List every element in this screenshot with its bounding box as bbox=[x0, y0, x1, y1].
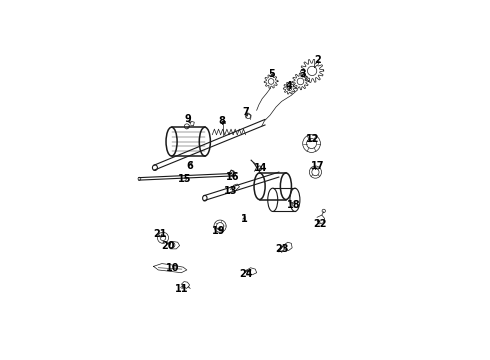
Text: 21: 21 bbox=[153, 229, 167, 239]
Text: 22: 22 bbox=[313, 219, 327, 229]
Text: 4: 4 bbox=[285, 81, 292, 91]
Text: 8: 8 bbox=[219, 116, 225, 126]
Text: 11: 11 bbox=[174, 284, 188, 294]
Text: 3: 3 bbox=[299, 69, 306, 79]
Text: 24: 24 bbox=[240, 269, 253, 279]
Text: 17: 17 bbox=[311, 161, 324, 171]
Text: 19: 19 bbox=[212, 226, 225, 236]
Text: 16: 16 bbox=[225, 172, 239, 182]
Text: 5: 5 bbox=[269, 69, 275, 79]
Text: 23: 23 bbox=[275, 244, 289, 254]
Text: 7: 7 bbox=[242, 108, 249, 117]
Text: 14: 14 bbox=[254, 163, 268, 174]
Text: 6: 6 bbox=[187, 161, 194, 171]
Text: 15: 15 bbox=[178, 174, 192, 184]
Text: 2: 2 bbox=[314, 55, 321, 68]
Text: 10: 10 bbox=[166, 263, 180, 273]
Text: 13: 13 bbox=[224, 186, 238, 196]
Text: 9: 9 bbox=[185, 114, 191, 125]
Text: 12: 12 bbox=[306, 134, 319, 144]
Text: 18: 18 bbox=[287, 201, 301, 210]
Text: 20: 20 bbox=[161, 241, 175, 251]
Text: 1: 1 bbox=[241, 214, 247, 224]
